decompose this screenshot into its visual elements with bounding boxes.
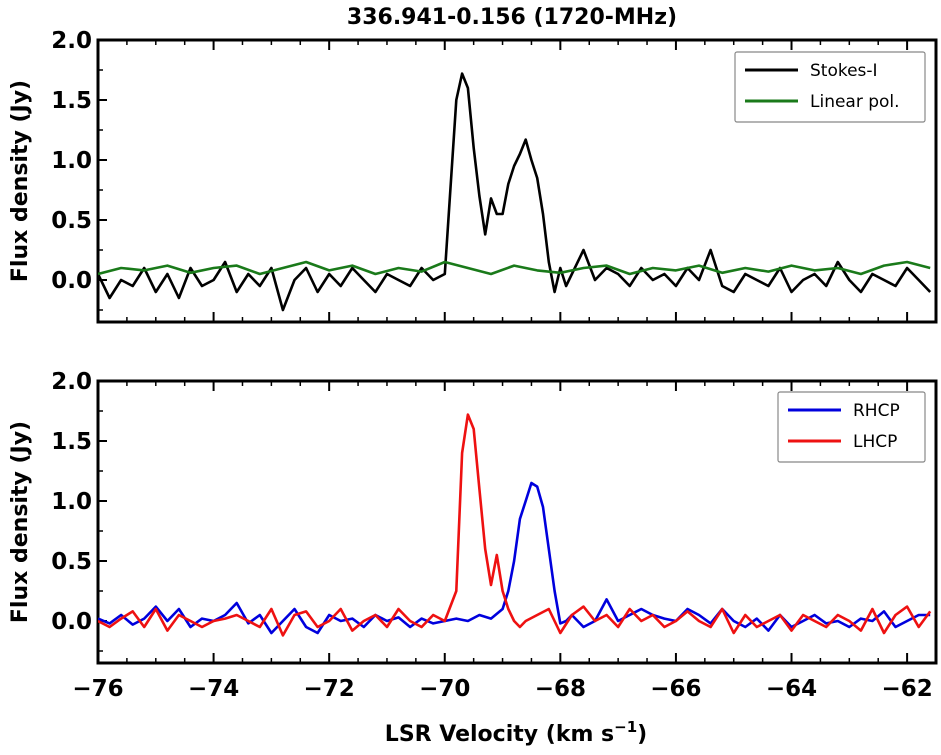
y-tick-label: 0.5 [51,549,92,575]
bottom-legend: RHCP LHCP [777,391,926,463]
bottom-ticks: 0.0 0.5 1.0 1.5 2.0 −76 −74 −72 −70 −68 −66 −64 −62 [51,369,932,702]
bottom-panel-frame [96,379,938,665]
series-line-lhcp [98,413,932,637]
x-tick-label: −72 [304,676,355,702]
series-line-linear-pol [98,260,931,276]
legend-label-linear-pol: Linear pol. [810,92,900,112]
x-tick-label: −76 [72,676,123,702]
bottom-legend-box [777,391,926,463]
x-tick-label: −64 [766,676,817,702]
x-axis-label-exponent: −1 [614,718,637,736]
top-series [98,72,932,312]
x-tick-label: −70 [419,676,470,702]
x-axis-label: LSR Velocity (km s−1) [385,718,647,747]
y-tick-label: 1.5 [51,429,92,455]
y-tick-label: 1.0 [51,148,92,174]
y-tick-label: 1.0 [51,489,92,515]
series-line-stokes-i [98,72,932,312]
y-tick-label: 2.0 [51,28,92,54]
legend-label-stokes-i: Stokes-I [810,61,878,81]
y-tick-label: 1.5 [51,88,92,114]
y-tick-label: 2.0 [51,369,92,395]
y-tick-label: 0.5 [51,208,92,234]
top-panel: 0.0 0.5 1.0 1.5 2.0 Flux density (Jy) Stokes… [8,28,938,324]
figure-title: 336.941-0.156 (1720-MHz) [347,5,677,30]
bottom-y-axis-label: Flux density (Jy) [8,421,33,623]
legend-label-lhcp: LHCP [853,432,897,452]
x-tick-label: −62 [881,676,932,702]
top-ticks: 0.0 0.5 1.0 1.5 2.0 [51,28,909,322]
series-line-rhcp [98,481,931,635]
y-tick-label: 0.0 [51,268,92,294]
top-legend: Stokes-I Linear pol. [734,51,926,123]
x-tick-label: −74 [188,676,239,702]
x-axis-label-main: LSR Velocity (km s [385,722,614,747]
top-panel-frame [96,38,938,324]
x-axis-label-close: ) [637,722,647,747]
x-tick-label: −68 [535,676,586,702]
legend-label-rhcp: RHCP [853,401,900,421]
x-tick-label: −66 [650,676,701,702]
bottom-series [98,413,932,637]
y-tick-label: 0.0 [51,609,92,635]
top-y-axis-label: Flux density (Jy) [8,80,33,282]
bottom-panel: 0.00.51.01.52.0−76 −74 −72 −70 −68 −66 −64 −62 … [8,369,938,702]
